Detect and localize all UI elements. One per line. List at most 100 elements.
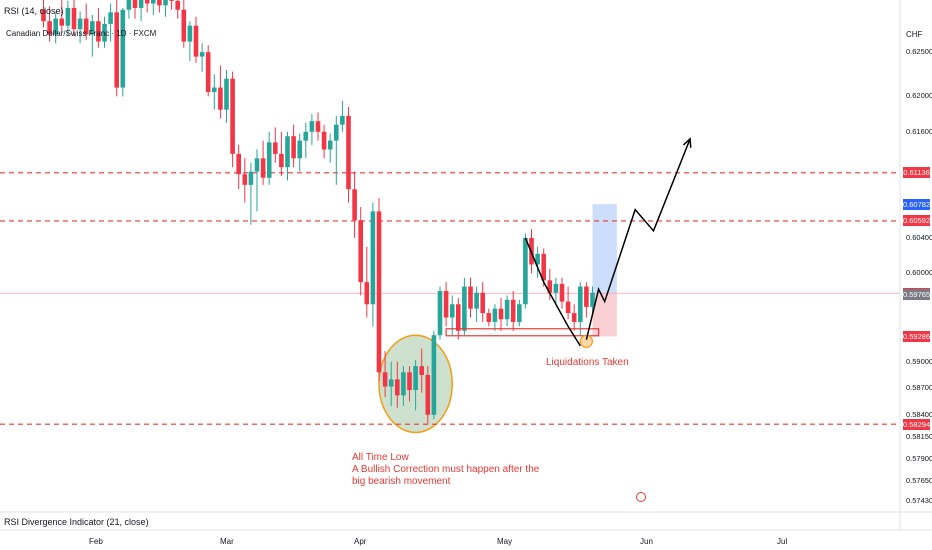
candle-body <box>486 313 492 322</box>
candle-body <box>358 220 363 283</box>
candle-body <box>291 136 296 159</box>
candle-body <box>151 0 156 4</box>
y-tick-label: 0.62500 <box>906 47 932 57</box>
target-zone <box>592 204 617 294</box>
candle-body <box>53 18 58 35</box>
candle-body <box>59 18 65 26</box>
x-tick-label: Jun <box>640 537 653 546</box>
candle-body <box>462 286 467 331</box>
candle-body <box>193 25 199 57</box>
candle-body <box>370 211 376 305</box>
candle-body <box>138 0 144 8</box>
price-tag: 0.60592 <box>903 215 931 227</box>
candle-body <box>315 121 321 132</box>
candle-body <box>96 21 101 42</box>
x-tick-label: Apr <box>354 537 367 546</box>
candle-body <box>468 286 473 309</box>
candle-body <box>578 286 583 322</box>
candle-body <box>327 140 333 150</box>
candle-body <box>309 121 315 132</box>
y-tick-label: 0.58150 <box>906 431 932 441</box>
candle-body <box>571 313 577 322</box>
candle-body <box>90 21 95 35</box>
candle-body <box>376 211 382 373</box>
rsi-pane-title: RSI (14, close) <box>4 6 64 16</box>
all-time-low-label: All Time Low <box>352 452 409 463</box>
candle-body <box>443 290 449 318</box>
candle-body <box>407 372 412 391</box>
candle-body <box>126 0 132 10</box>
liquidity-box <box>445 328 600 337</box>
candle-body <box>419 366 424 375</box>
candle-body <box>102 23 107 42</box>
candle-body <box>181 9 187 42</box>
price-tag: 0.60782 <box>903 198 931 210</box>
candle-body <box>395 379 400 396</box>
candle-body <box>236 153 241 175</box>
candle-body <box>352 189 357 221</box>
correction-label-line1: A Bullish Correction must happen after t… <box>352 464 540 475</box>
candle-body <box>565 301 571 314</box>
candle-body <box>474 292 479 309</box>
divergence-pane-title: RSI Divergence Indicator (21, close) <box>4 517 149 527</box>
candle-body <box>248 171 254 185</box>
candle-body <box>114 12 119 88</box>
price-tag: 0.58294 <box>903 418 931 430</box>
candle-body <box>132 0 138 8</box>
candle-body <box>65 7 71 26</box>
candle-body <box>41 9 46 22</box>
candle-body <box>321 131 327 150</box>
trend-path <box>524 237 581 347</box>
candle-body <box>254 158 260 172</box>
candle-body <box>340 115 345 125</box>
y-tick-label: 0.57430 <box>906 495 932 505</box>
candle-body <box>212 87 217 92</box>
candle-body <box>199 52 205 57</box>
candle-body <box>559 283 565 302</box>
candle-body <box>205 52 211 92</box>
projection-arrowhead <box>682 137 692 148</box>
x-tick-label: Feb <box>89 537 103 546</box>
candle-body <box>163 0 168 6</box>
candle-body <box>120 9 126 88</box>
candle-body <box>401 372 406 396</box>
y-tick-label: 0.61600 <box>906 126 932 136</box>
correction-label-line2: big bearish movement <box>352 476 451 487</box>
y-tick-label: 0.58700 <box>906 383 932 393</box>
candle-body <box>590 292 595 307</box>
y-tick-label: 0.59000 <box>906 356 932 366</box>
candle-body <box>492 308 498 322</box>
candle-body <box>346 115 351 190</box>
y-tick-label: 0.62000 <box>906 91 932 101</box>
x-tick-label: Mar <box>220 537 234 546</box>
candle-body <box>169 0 174 1</box>
candle-body <box>175 0 180 10</box>
candle-body <box>83 18 89 35</box>
candle-body <box>279 153 284 168</box>
candle-body <box>242 174 248 185</box>
currency-label: CHF <box>906 30 923 39</box>
candle-body <box>584 286 589 307</box>
candle-body <box>273 142 278 154</box>
candle-body <box>510 299 516 322</box>
candle-body <box>334 124 339 141</box>
event-marker-icon[interactable] <box>636 492 646 502</box>
candle-body <box>303 131 309 141</box>
candle-body <box>535 253 540 265</box>
candle-body <box>480 292 485 314</box>
x-tick-label: May <box>497 537 513 546</box>
symbol-title: Canadian Dollar/Swiss Franc · 1D · FXCM <box>6 29 157 38</box>
candle-body <box>382 372 388 387</box>
candle-body <box>187 25 193 42</box>
candle-body <box>157 0 162 6</box>
candle-body <box>297 140 302 159</box>
candle-body <box>413 366 418 391</box>
candle-body <box>144 0 150 4</box>
candle-body <box>260 158 266 178</box>
x-tick-label: Jul <box>777 537 788 546</box>
y-tick-label: 0.58400 <box>906 409 932 419</box>
candle-body <box>504 299 510 320</box>
candle-body <box>498 308 504 320</box>
candle-body <box>71 7 77 30</box>
